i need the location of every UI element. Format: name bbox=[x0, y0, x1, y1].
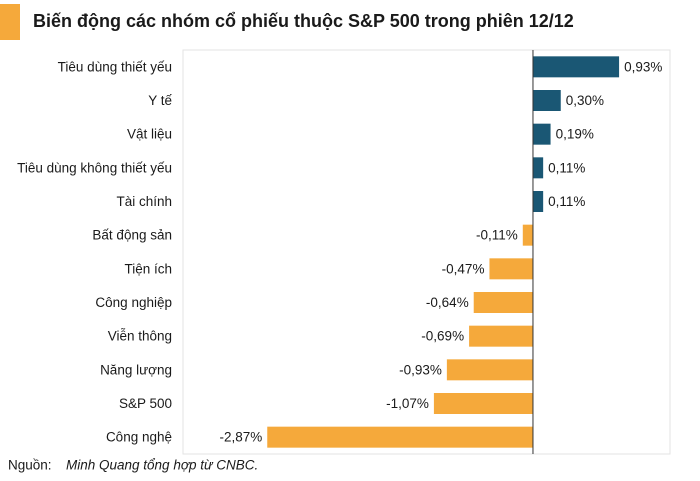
category-label: Vật liệu bbox=[127, 127, 172, 142]
value-label: 0,30% bbox=[566, 93, 604, 108]
chart-title: Biến động các nhóm cổ phiếu thuộc S&P 50… bbox=[33, 11, 574, 31]
category-label: Công nghiệp bbox=[95, 295, 172, 310]
bar bbox=[489, 258, 533, 280]
bar bbox=[446, 359, 533, 381]
category-label: S&P 500 bbox=[119, 396, 172, 411]
value-label: -0,11% bbox=[476, 228, 518, 243]
bar bbox=[473, 292, 533, 313]
title-accent bbox=[0, 4, 20, 40]
bar bbox=[532, 90, 561, 111]
category-label: Tài chính bbox=[116, 194, 172, 209]
value-label: -2,87% bbox=[219, 430, 262, 445]
value-label: -0,69% bbox=[421, 329, 464, 344]
source-text: Minh Quang tổng hợp từ CNBC. bbox=[66, 458, 258, 473]
bar bbox=[522, 224, 533, 246]
bar bbox=[532, 191, 544, 212]
bar bbox=[532, 123, 551, 145]
category-label: Năng lượng bbox=[100, 362, 172, 377]
category-label: Y tế bbox=[148, 93, 172, 108]
value-label: -0,93% bbox=[399, 362, 442, 377]
bar bbox=[433, 393, 533, 414]
value-label: -0,64% bbox=[426, 295, 469, 310]
bar bbox=[532, 157, 544, 179]
value-label: 0,19% bbox=[556, 127, 594, 142]
value-label: -1,07% bbox=[386, 396, 429, 411]
bar bbox=[267, 426, 533, 448]
value-label: 0,11% bbox=[548, 194, 585, 209]
value-label: -0,47% bbox=[442, 261, 485, 276]
category-label: Bất động sản bbox=[92, 228, 172, 243]
plot-frame bbox=[182, 49, 671, 455]
source-label: Nguồn: bbox=[8, 458, 52, 473]
category-label: Công nghệ bbox=[106, 430, 172, 445]
category-label: Tiêu dùng thiết yếu bbox=[58, 59, 172, 74]
bar bbox=[469, 325, 533, 347]
category-label: Viễn thông bbox=[108, 329, 172, 344]
value-label: 0,11% bbox=[548, 160, 585, 175]
bar bbox=[532, 56, 620, 78]
category-label: Tiện ích bbox=[124, 261, 172, 276]
value-label: 0,93% bbox=[624, 59, 662, 74]
category-label: Tiêu dùng không thiết yếu bbox=[17, 160, 172, 175]
